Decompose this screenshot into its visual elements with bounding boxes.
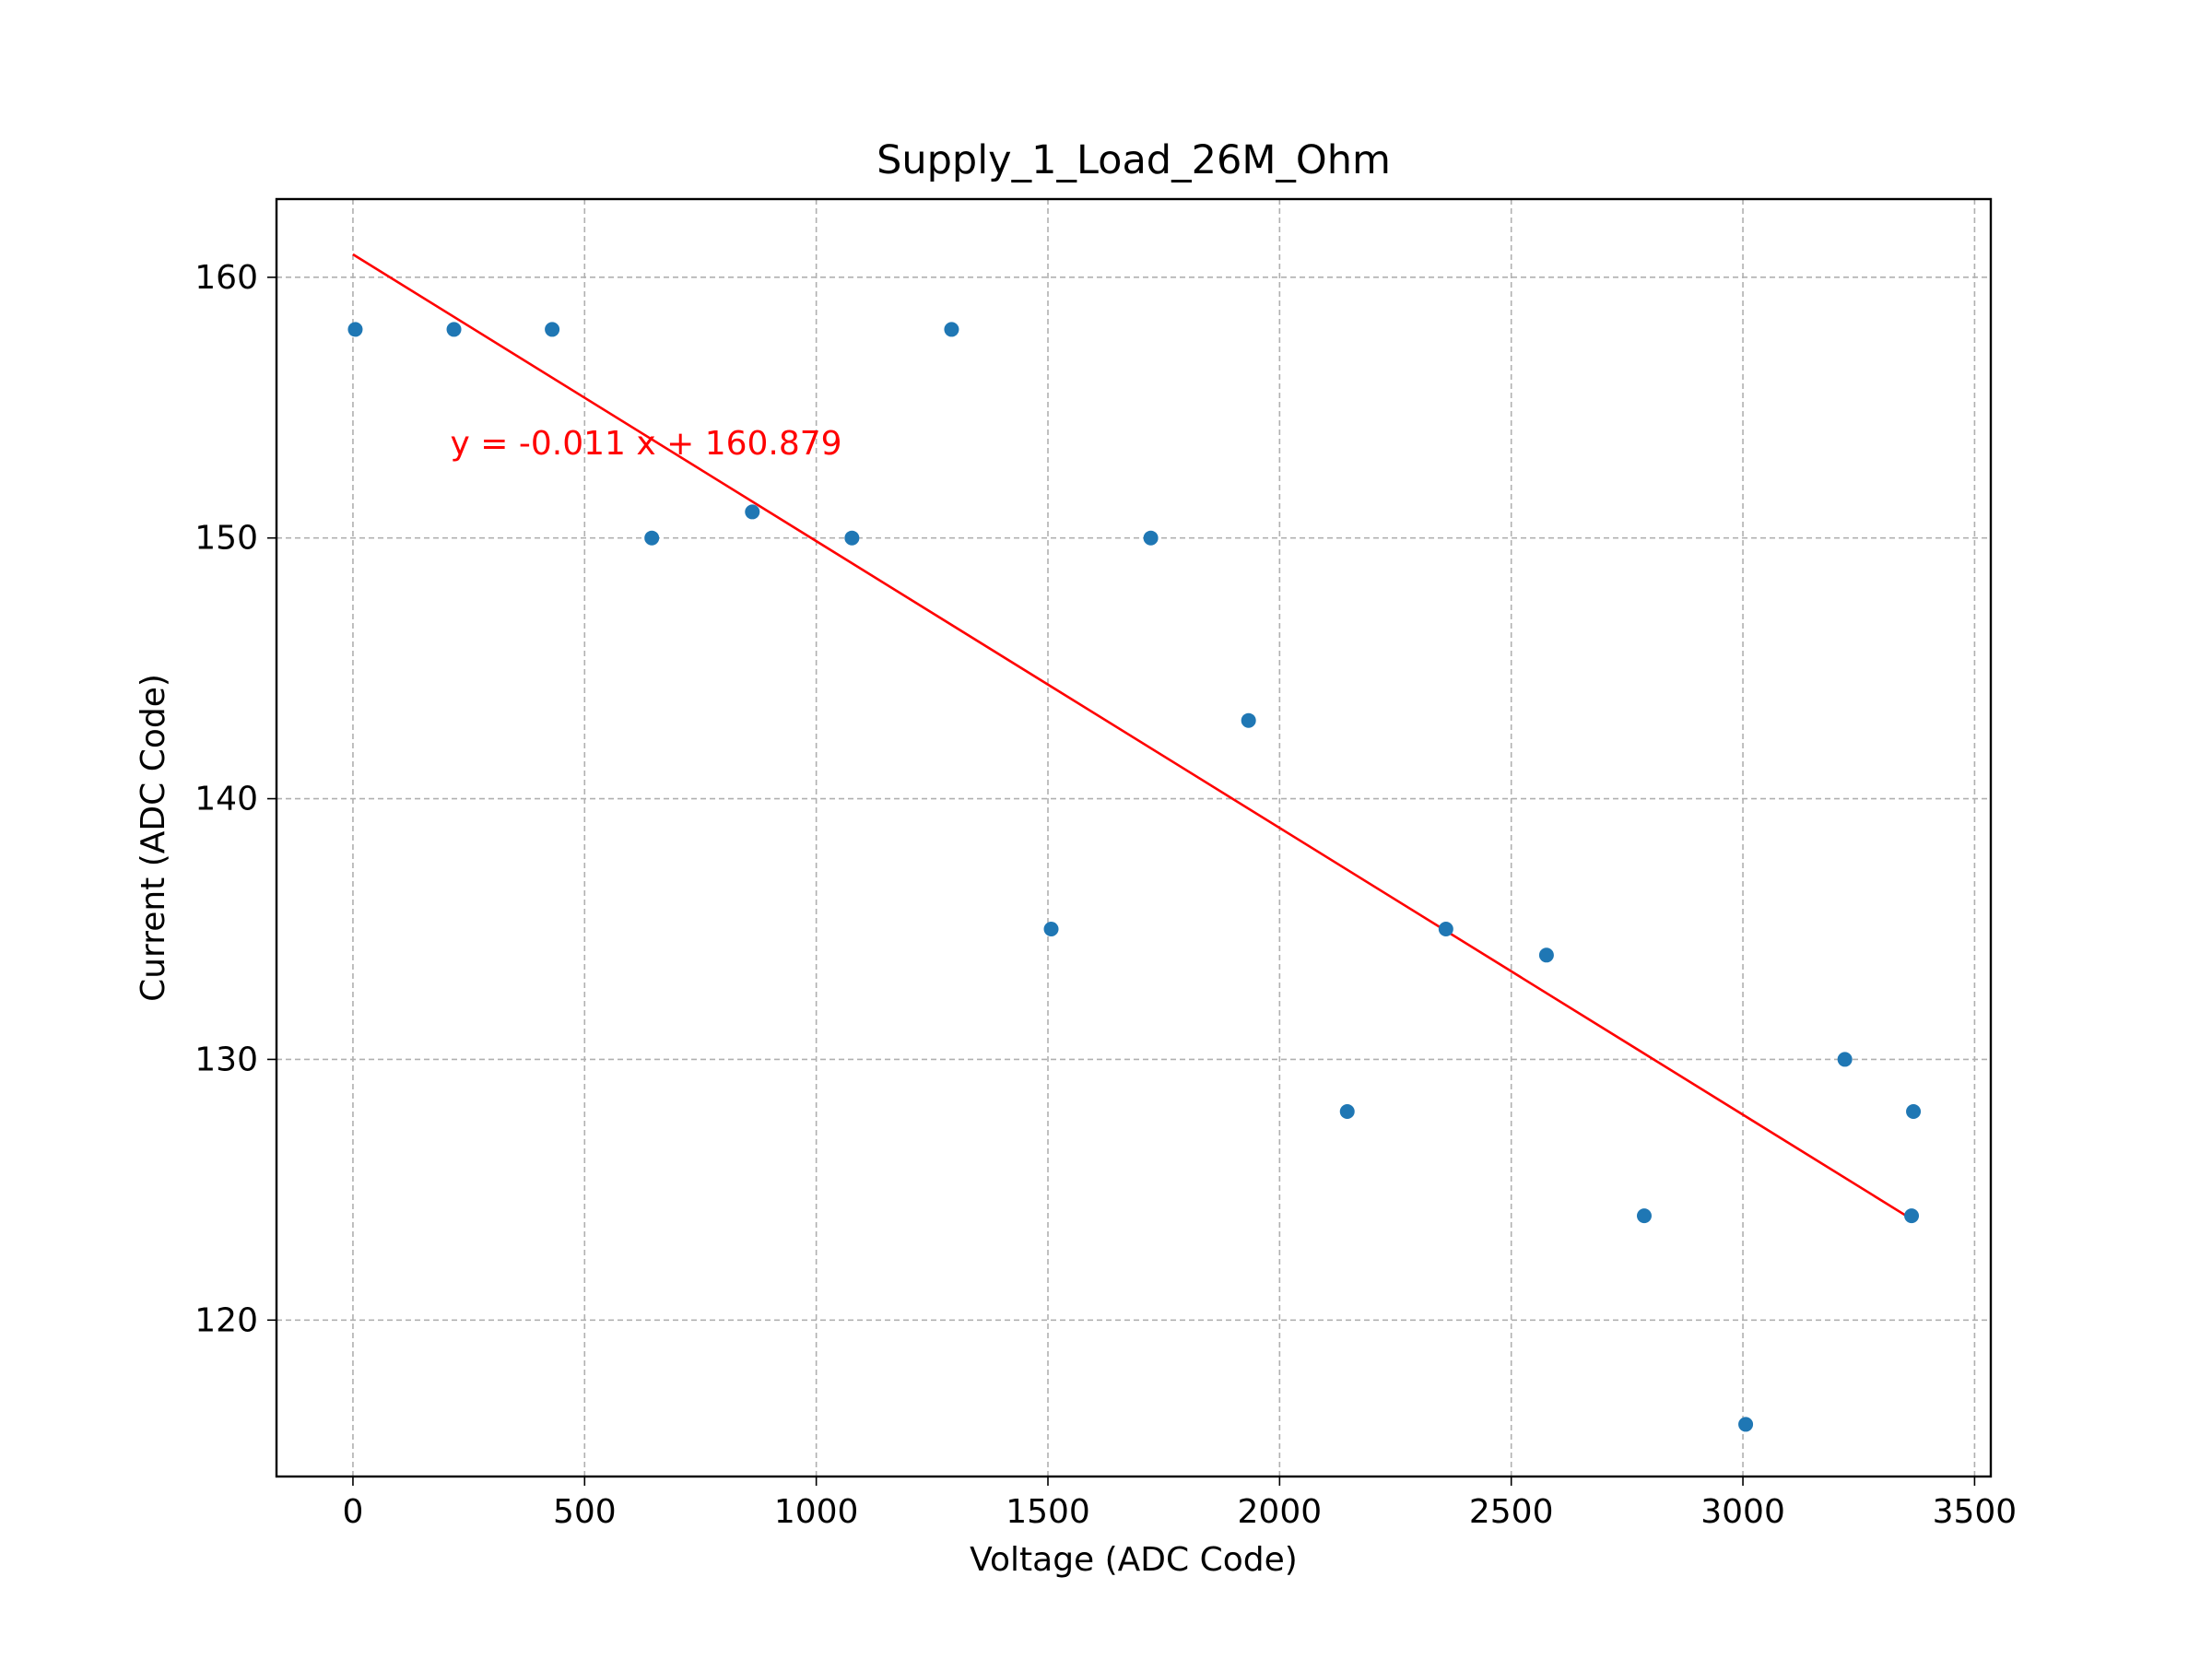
data-point [446,322,462,337]
x-tick-label: 3500 [1933,1493,2018,1531]
axis-ticks: 0 500 1000 1500 2000 2500 3000 3500 120 130 140 150… [194,259,2017,1531]
data-point [944,322,959,337]
data-point [745,504,760,520]
x-tick-label: 2000 [1238,1493,1323,1531]
regression-equation: y = -0.011 x + 160.879 [451,425,842,463]
fit-line-layer [352,253,1914,1222]
x-tick-label: 1000 [774,1493,859,1531]
y-tick-label: 150 [194,520,258,558]
data-point [1538,947,1554,963]
y-axis-title: Current (ADC Code) [135,674,172,1002]
data-point [844,530,860,546]
chart-title: Supply_1_Load_26M_Ohm [877,137,1391,183]
data-point [1043,922,1059,936]
data-point [545,322,560,337]
data-point [1636,1208,1652,1224]
x-tick-label: 0 [342,1493,363,1531]
y-tick-label: 130 [194,1041,258,1078]
y-tick-label: 120 [194,1301,258,1339]
x-axis-title: Voltage (ADC Code) [970,1541,1298,1579]
data-points [347,322,1922,1432]
plot-frame [275,197,1993,1478]
x-tick-label: 1500 [1006,1493,1090,1531]
x-tick-label: 2500 [1469,1493,1554,1531]
data-point [1438,922,1453,936]
data-point [1241,712,1256,728]
data-point [1143,530,1159,546]
data-point [1339,1104,1355,1119]
regression-line [352,253,1914,1222]
data-point [1837,1052,1853,1067]
y-tick-label: 160 [194,259,258,297]
data-point [644,530,660,546]
data-point [347,322,363,337]
x-tick-label: 500 [553,1493,617,1531]
grid [276,199,1991,1477]
data-point [1904,1208,1920,1224]
data-point [1906,1104,1922,1119]
data-point [1738,1417,1754,1432]
x-tick-label: 3000 [1700,1493,1785,1531]
y-tick-label: 140 [194,781,258,818]
